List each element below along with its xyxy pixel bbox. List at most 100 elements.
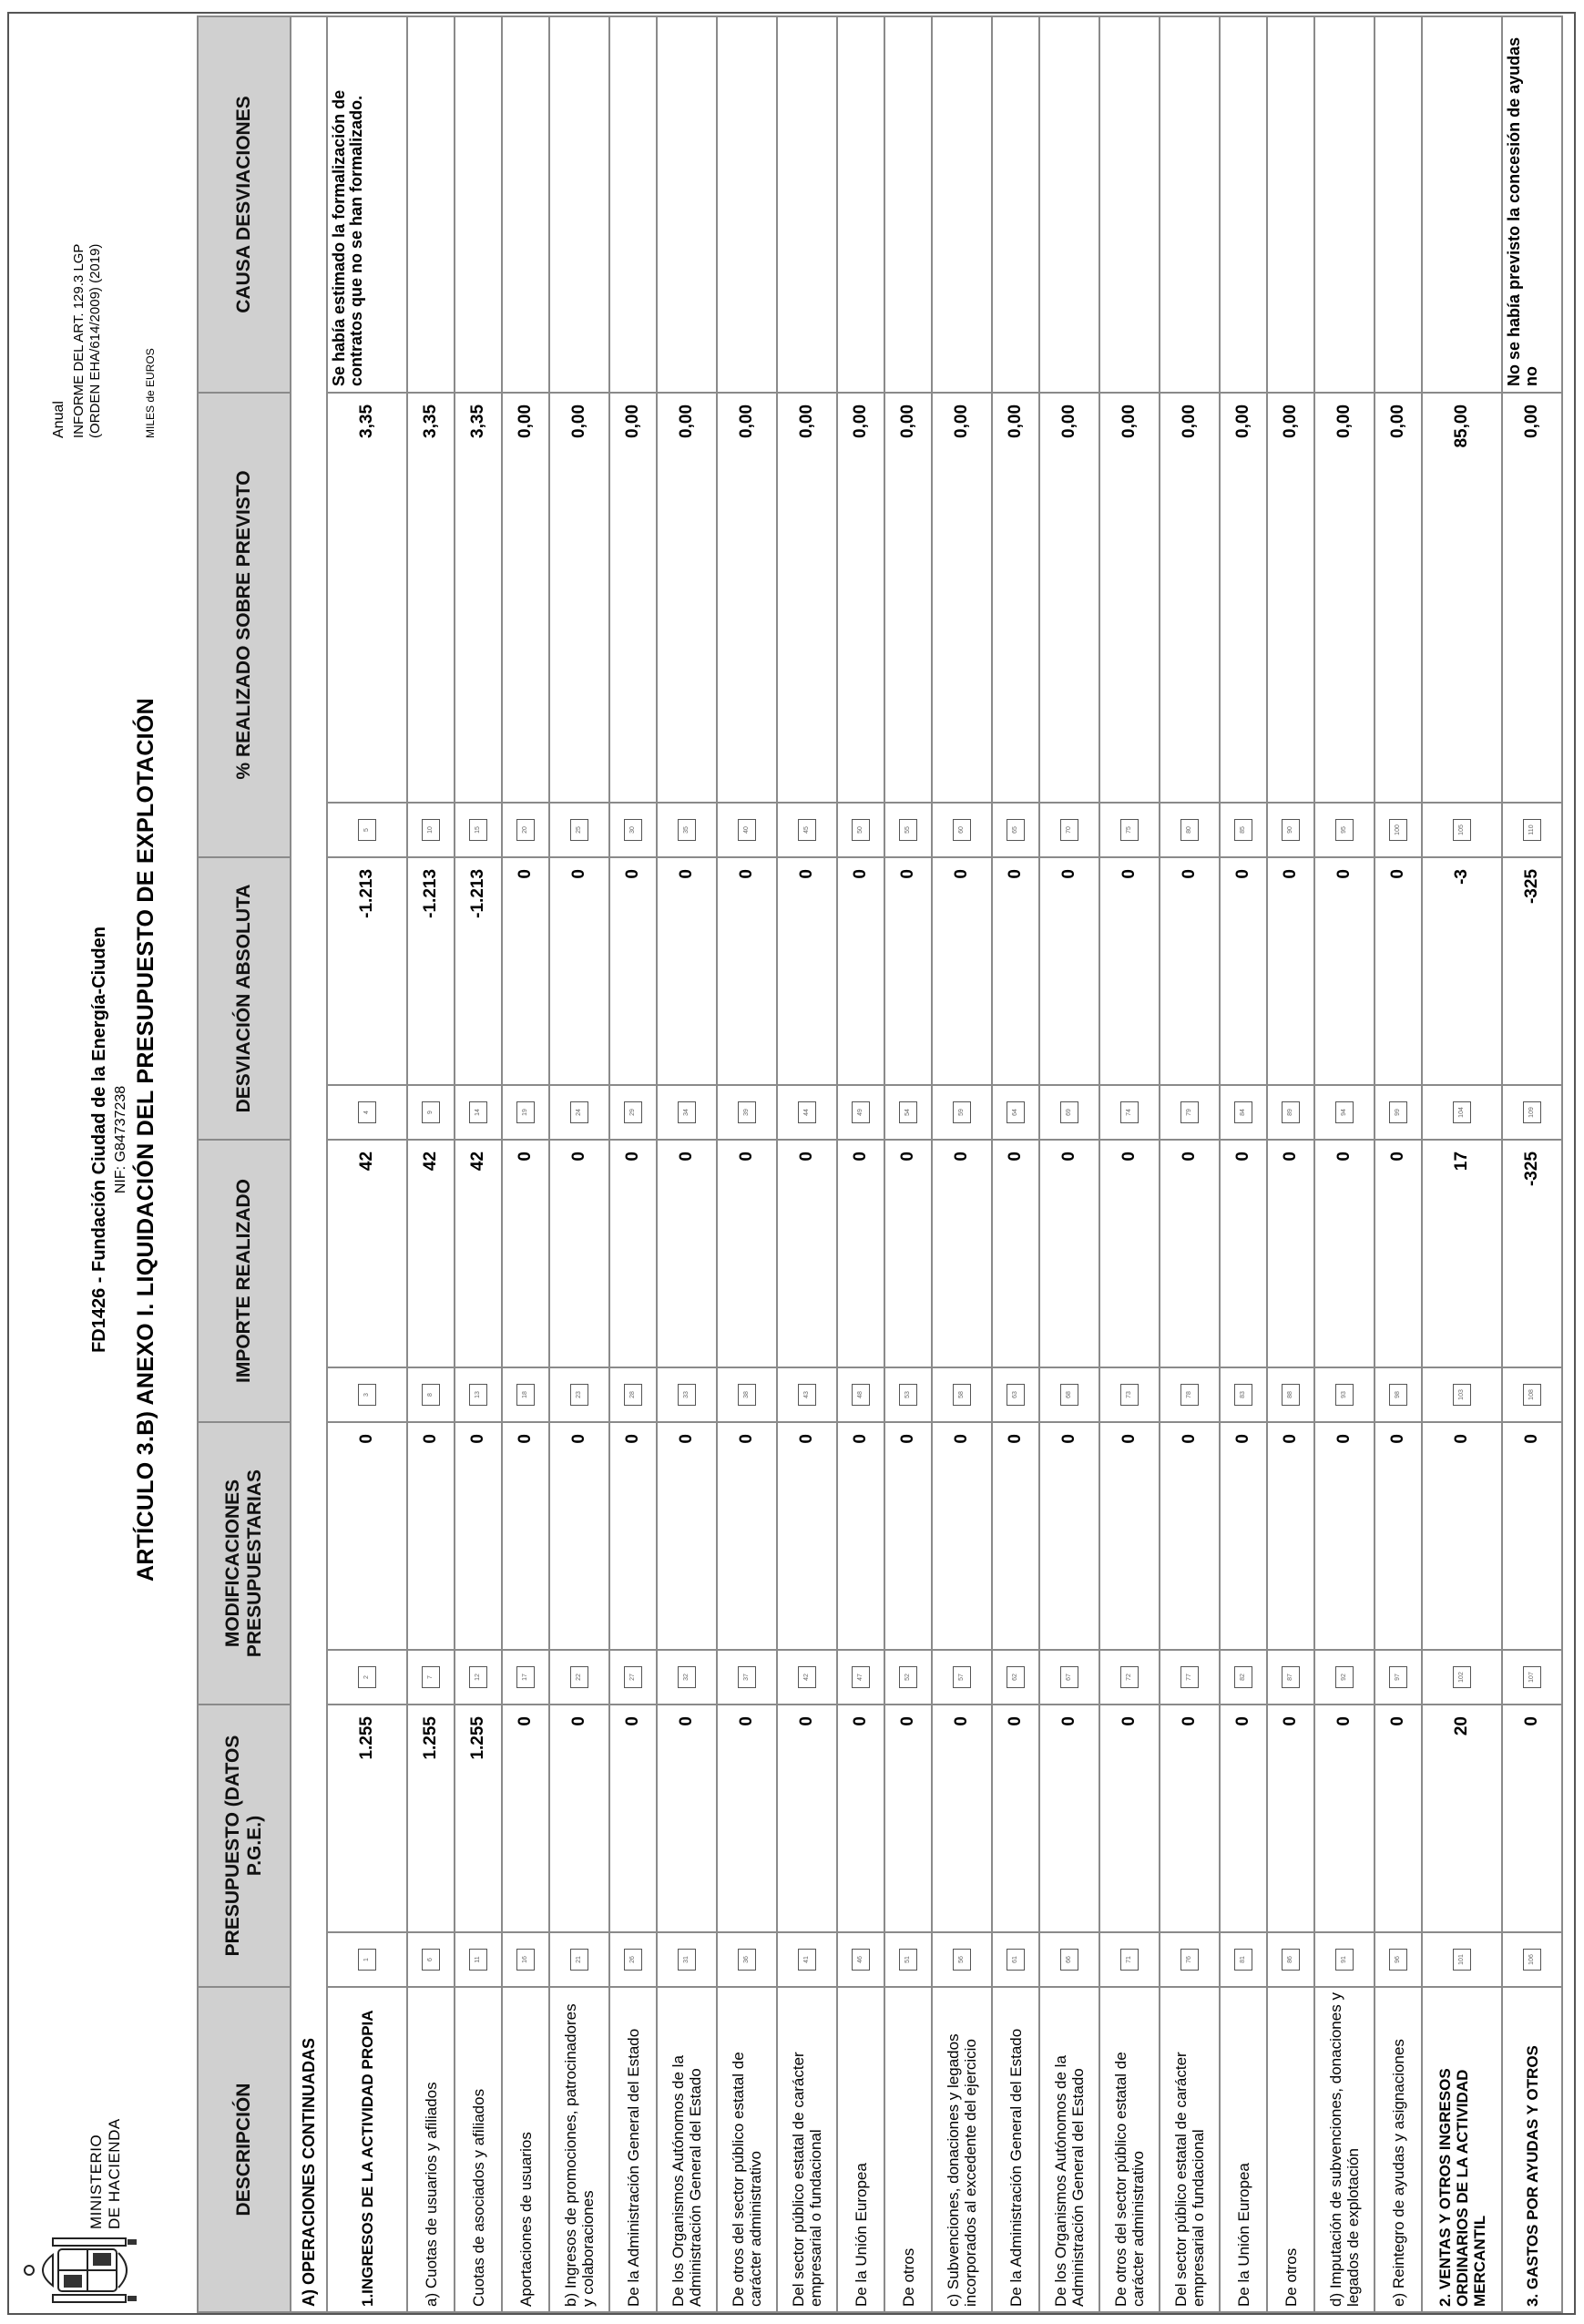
importe-value: 17 <box>1422 1139 1502 1367</box>
causa-text <box>657 15 717 393</box>
ref-box: 98 <box>1389 1383 1407 1406</box>
ref-box: 71 <box>1120 1949 1139 1971</box>
presupuesto-value: 0 <box>992 1705 1039 1932</box>
ref-box: 46 <box>852 1949 870 1971</box>
presupuesto-value: 0 <box>1039 1705 1099 1932</box>
causa-text <box>609 15 657 393</box>
presupuesto-value: 0 <box>549 1705 609 1932</box>
ref-box: 7 <box>422 1666 440 1688</box>
ref-box: 92 <box>1335 1666 1354 1688</box>
ref-cell: 26 <box>609 1932 657 1987</box>
ref-box: 107 <box>1523 1666 1541 1688</box>
presupuesto-value: 0 <box>609 1705 657 1932</box>
importe-value: 0 <box>502 1139 549 1367</box>
importe-value: 0 <box>992 1139 1039 1367</box>
ref-box: 108 <box>1523 1383 1541 1406</box>
row-description: c) Subvenciones, donaciones y legados in… <box>932 1987 992 2312</box>
row-description: 2. VENTAS Y OTROS INGRESOS ORDINARIOS DE… <box>1422 1987 1502 2312</box>
ref-box: 99 <box>1389 1101 1407 1123</box>
importe-value: 0 <box>884 1139 932 1367</box>
ref-box: 14 <box>469 1101 487 1123</box>
ref-cell: 69 <box>1039 1084 1099 1140</box>
ref-cell: 31 <box>657 1932 717 1987</box>
ref-box: 16 <box>516 1949 535 1971</box>
desviacion-value: 0 <box>1375 856 1422 1085</box>
ref-box: 43 <box>798 1383 816 1406</box>
ref-cell: 38 <box>717 1367 777 1422</box>
col-header-importe-realizado: IMPORTE REALIZADO <box>198 1139 291 1422</box>
ref-cell: 1 <box>327 1932 407 1987</box>
desviacion-value: 0 <box>657 856 717 1085</box>
ref-cell: 20 <box>502 802 549 857</box>
ref-cell: 71 <box>1099 1932 1160 1987</box>
ref-box: 60 <box>953 818 971 841</box>
ref-box: 52 <box>899 1666 917 1688</box>
ref-cell: 96 <box>1375 1932 1422 1987</box>
importe-value: 0 <box>837 1139 884 1367</box>
importe-value: 42 <box>327 1139 407 1367</box>
causa-text <box>717 15 777 393</box>
ref-box: 33 <box>678 1383 696 1406</box>
ref-cell: 53 <box>884 1367 932 1422</box>
desviacion-value: -1.213 <box>455 856 502 1085</box>
presupuesto-value: 0 <box>884 1705 932 1932</box>
ref-cell: 7 <box>407 1650 455 1705</box>
ref-cell: 13 <box>455 1367 502 1422</box>
table-row: De otros 86 0 87 0 88 0 89 0 90 0,00 <box>1267 15 1314 2312</box>
table-row: De los Organismos Autónomos de la Admini… <box>1039 15 1099 2312</box>
modificaciones-value: 0 <box>327 1421 407 1650</box>
desviacion-value: 0 <box>932 856 992 1085</box>
ref-cell: 39 <box>717 1084 777 1140</box>
pct-value: 0,00 <box>884 392 932 803</box>
desviacion-value: 0 <box>837 856 884 1085</box>
ref-box: 69 <box>1060 1101 1078 1123</box>
desviacion-value: 0 <box>884 856 932 1085</box>
causa-text <box>884 15 932 393</box>
ref-box: 32 <box>678 1666 696 1688</box>
row-description: De otros <box>884 1987 932 2312</box>
causa-text <box>837 15 884 393</box>
pct-value: 0,00 <box>1039 392 1099 803</box>
ref-cell: 58 <box>932 1367 992 1422</box>
ref-cell: 94 <box>1314 1084 1375 1140</box>
col-header-pct-realizado: % REALIZADO SOBRE PREVISTO <box>198 392 291 857</box>
row-description: Cuotas de asociados y afiliados <box>455 1987 502 2312</box>
ref-cell: 23 <box>549 1367 609 1422</box>
table-row: 1.INGRESOS DE LA ACTIVIDAD PROPIA 1 1.255 2… <box>327 15 407 2312</box>
causa-text <box>1220 15 1267 393</box>
ref-cell: 66 <box>1039 1932 1099 1987</box>
ref-cell: 80 <box>1160 802 1220 857</box>
ref-cell: 28 <box>609 1367 657 1422</box>
pct-value: 0,00 <box>1375 392 1422 803</box>
importe-value: 0 <box>1039 1139 1099 1367</box>
ref-cell: 6 <box>407 1932 455 1987</box>
ref-cell: 90 <box>1267 802 1314 857</box>
ref-cell: 51 <box>884 1932 932 1987</box>
col-header-presupuesto: PRESUPUESTO (DATOS P.G.E.) <box>198 1705 291 1987</box>
row-description: Del sector público estatal de carácter e… <box>1160 1987 1220 2312</box>
ref-cell: 98 <box>1375 1367 1422 1422</box>
ref-cell: 72 <box>1099 1650 1160 1705</box>
ref-box: 103 <box>1453 1383 1471 1406</box>
report-reference: INFORME DEL ART. 129.3 LGP (ORDEN EHA/61… <box>71 243 103 438</box>
ref-box: 58 <box>953 1383 971 1406</box>
pct-value: 0,00 <box>657 392 717 803</box>
ref-cell: 36 <box>717 1932 777 1987</box>
ref-cell: 65 <box>992 802 1039 857</box>
ref-cell: 82 <box>1220 1650 1267 1705</box>
ref-box: 34 <box>678 1101 696 1123</box>
causa-text <box>549 15 609 393</box>
ref-box: 48 <box>852 1383 870 1406</box>
importe-value: 0 <box>1220 1139 1267 1367</box>
ref-box: 95 <box>1335 818 1354 841</box>
ref-box: 38 <box>738 1383 756 1406</box>
ref-cell: 74 <box>1099 1084 1160 1140</box>
desviacion-value: -325 <box>1502 856 1562 1085</box>
ref-cell: 83 <box>1220 1367 1267 1422</box>
col-header-desviacion-absoluta: DESVIACIÓN ABSOLUTA <box>198 856 291 1140</box>
ref-cell: 10 <box>407 802 455 857</box>
ref-box: 45 <box>798 818 816 841</box>
ref-box: 57 <box>953 1666 971 1688</box>
ref-box: 79 <box>1180 1101 1199 1123</box>
